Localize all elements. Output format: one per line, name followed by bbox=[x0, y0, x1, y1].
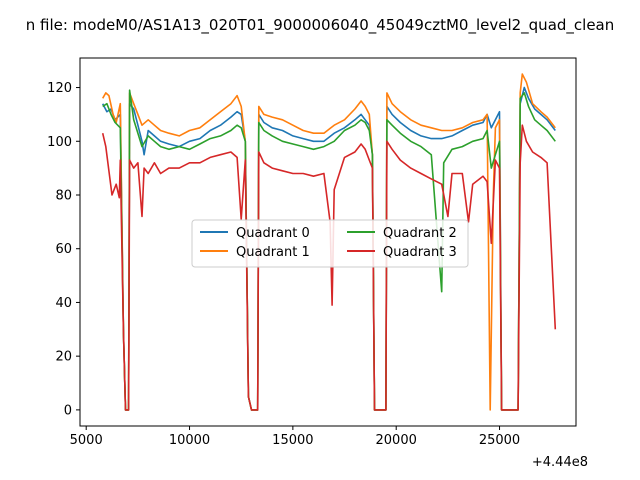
x-tick-label: 20000 bbox=[376, 433, 417, 448]
x-tick-label: 5000 bbox=[70, 433, 103, 448]
series-line-quadrant-2 bbox=[102, 89, 556, 411]
chart-title: n file: modeM0/AS1A13_020T01_9000006040_… bbox=[26, 16, 615, 35]
axes-frame bbox=[79, 57, 577, 427]
y-tick-label: 20 bbox=[55, 350, 72, 365]
x-tick-label: 10000 bbox=[169, 433, 210, 448]
legend-label-quadrant-3: Quadrant 3 bbox=[383, 245, 457, 260]
y-tick-label: 40 bbox=[55, 296, 72, 311]
y-tick-label: 100 bbox=[47, 135, 72, 150]
y-tick-label: 60 bbox=[55, 242, 72, 257]
legend-label-quadrant-2: Quadrant 2 bbox=[383, 226, 457, 241]
legend-box bbox=[191, 219, 469, 268]
series-line-quadrant-0 bbox=[101, 86, 556, 411]
y-tick-label: 80 bbox=[55, 188, 72, 203]
legend-label-quadrant-1: Quadrant 1 bbox=[236, 245, 310, 260]
y-tick-label: 120 bbox=[47, 81, 72, 96]
y-tick-label: 0 bbox=[64, 403, 72, 418]
tick-marks: 5000 10000 15000 20000 25000 0 20 40 60 80 100 120 bbox=[47, 81, 520, 448]
legend: Quadrant 0 Quadrant 1 Quadrant 2 Quadrant 3 bbox=[191, 219, 469, 268]
x-axis-offset-label: +4.44e8 bbox=[532, 455, 588, 470]
x-tick-label: 25000 bbox=[479, 433, 520, 448]
x-tick-label: 15000 bbox=[272, 433, 313, 448]
axes bbox=[79, 57, 577, 427]
series-line-quadrant-1 bbox=[102, 73, 556, 411]
legend-label-quadrant-0: Quadrant 0 bbox=[236, 226, 310, 241]
